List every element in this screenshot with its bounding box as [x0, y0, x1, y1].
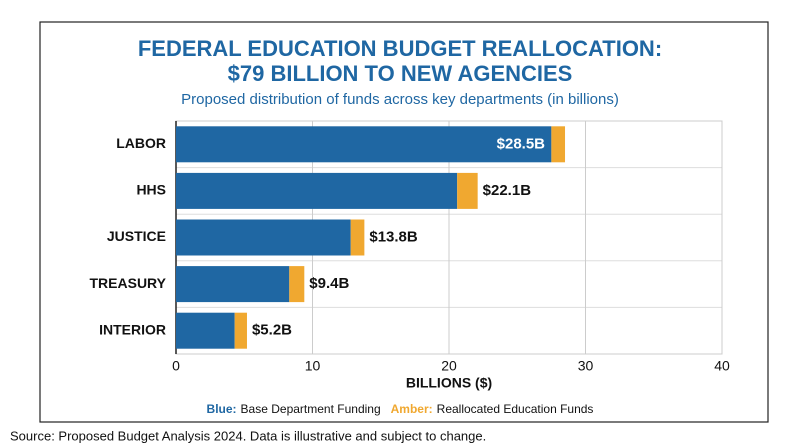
legend-label: Reallocated Education Funds [437, 402, 594, 416]
legend-label: Base Department Funding [241, 402, 381, 416]
x-tick-label: 20 [441, 358, 457, 374]
bar-segment [551, 126, 566, 163]
total-label: $5.2B [252, 322, 292, 339]
bar-segment [176, 219, 351, 256]
x-tick-label: 0 [172, 358, 180, 374]
y-tick-label: TREASURY [90, 275, 167, 291]
bar-segment [176, 266, 290, 303]
chart-title: FEDERAL EDUCATION BUDGET REALLOCATION: [138, 36, 662, 61]
chart-title: $79 BILLION TO NEW AGENCIES [228, 61, 573, 86]
total-label: $22.1B [483, 182, 532, 199]
chart-frame [39, 21, 769, 423]
x-tick-label: 10 [305, 358, 321, 374]
bar-segment [176, 126, 552, 163]
y-tick-label: LABOR [116, 135, 166, 151]
bar-segment [176, 312, 235, 349]
bar-segment [350, 219, 365, 256]
y-tick-label: JUSTICE [107, 228, 166, 244]
legend: Blue: Base Department Funding Amber: Reallo… [207, 402, 594, 416]
total-label: $9.4B [309, 275, 349, 292]
x-tick-label: 30 [578, 358, 594, 374]
y-tick-label: INTERIOR [99, 321, 166, 337]
chart-subtitle: Proposed distribution of funds across ke… [181, 91, 619, 108]
legend-key: Amber: [391, 402, 433, 416]
legend-key: Blue: [207, 402, 237, 416]
x-tick-label: 40 [714, 358, 730, 374]
bar-segment [176, 172, 458, 209]
bar-segment [457, 172, 478, 209]
x-axis-label: BILLIONS ($) [406, 375, 492, 391]
source-note: Source: Proposed Budget Analysis 2024. D… [10, 428, 486, 443]
bar-segment [234, 312, 247, 349]
y-tick-label: HHS [136, 182, 166, 198]
total-label: $13.8B [369, 228, 418, 245]
bar-segment [289, 266, 305, 303]
total-label: $28.5B [497, 135, 546, 152]
